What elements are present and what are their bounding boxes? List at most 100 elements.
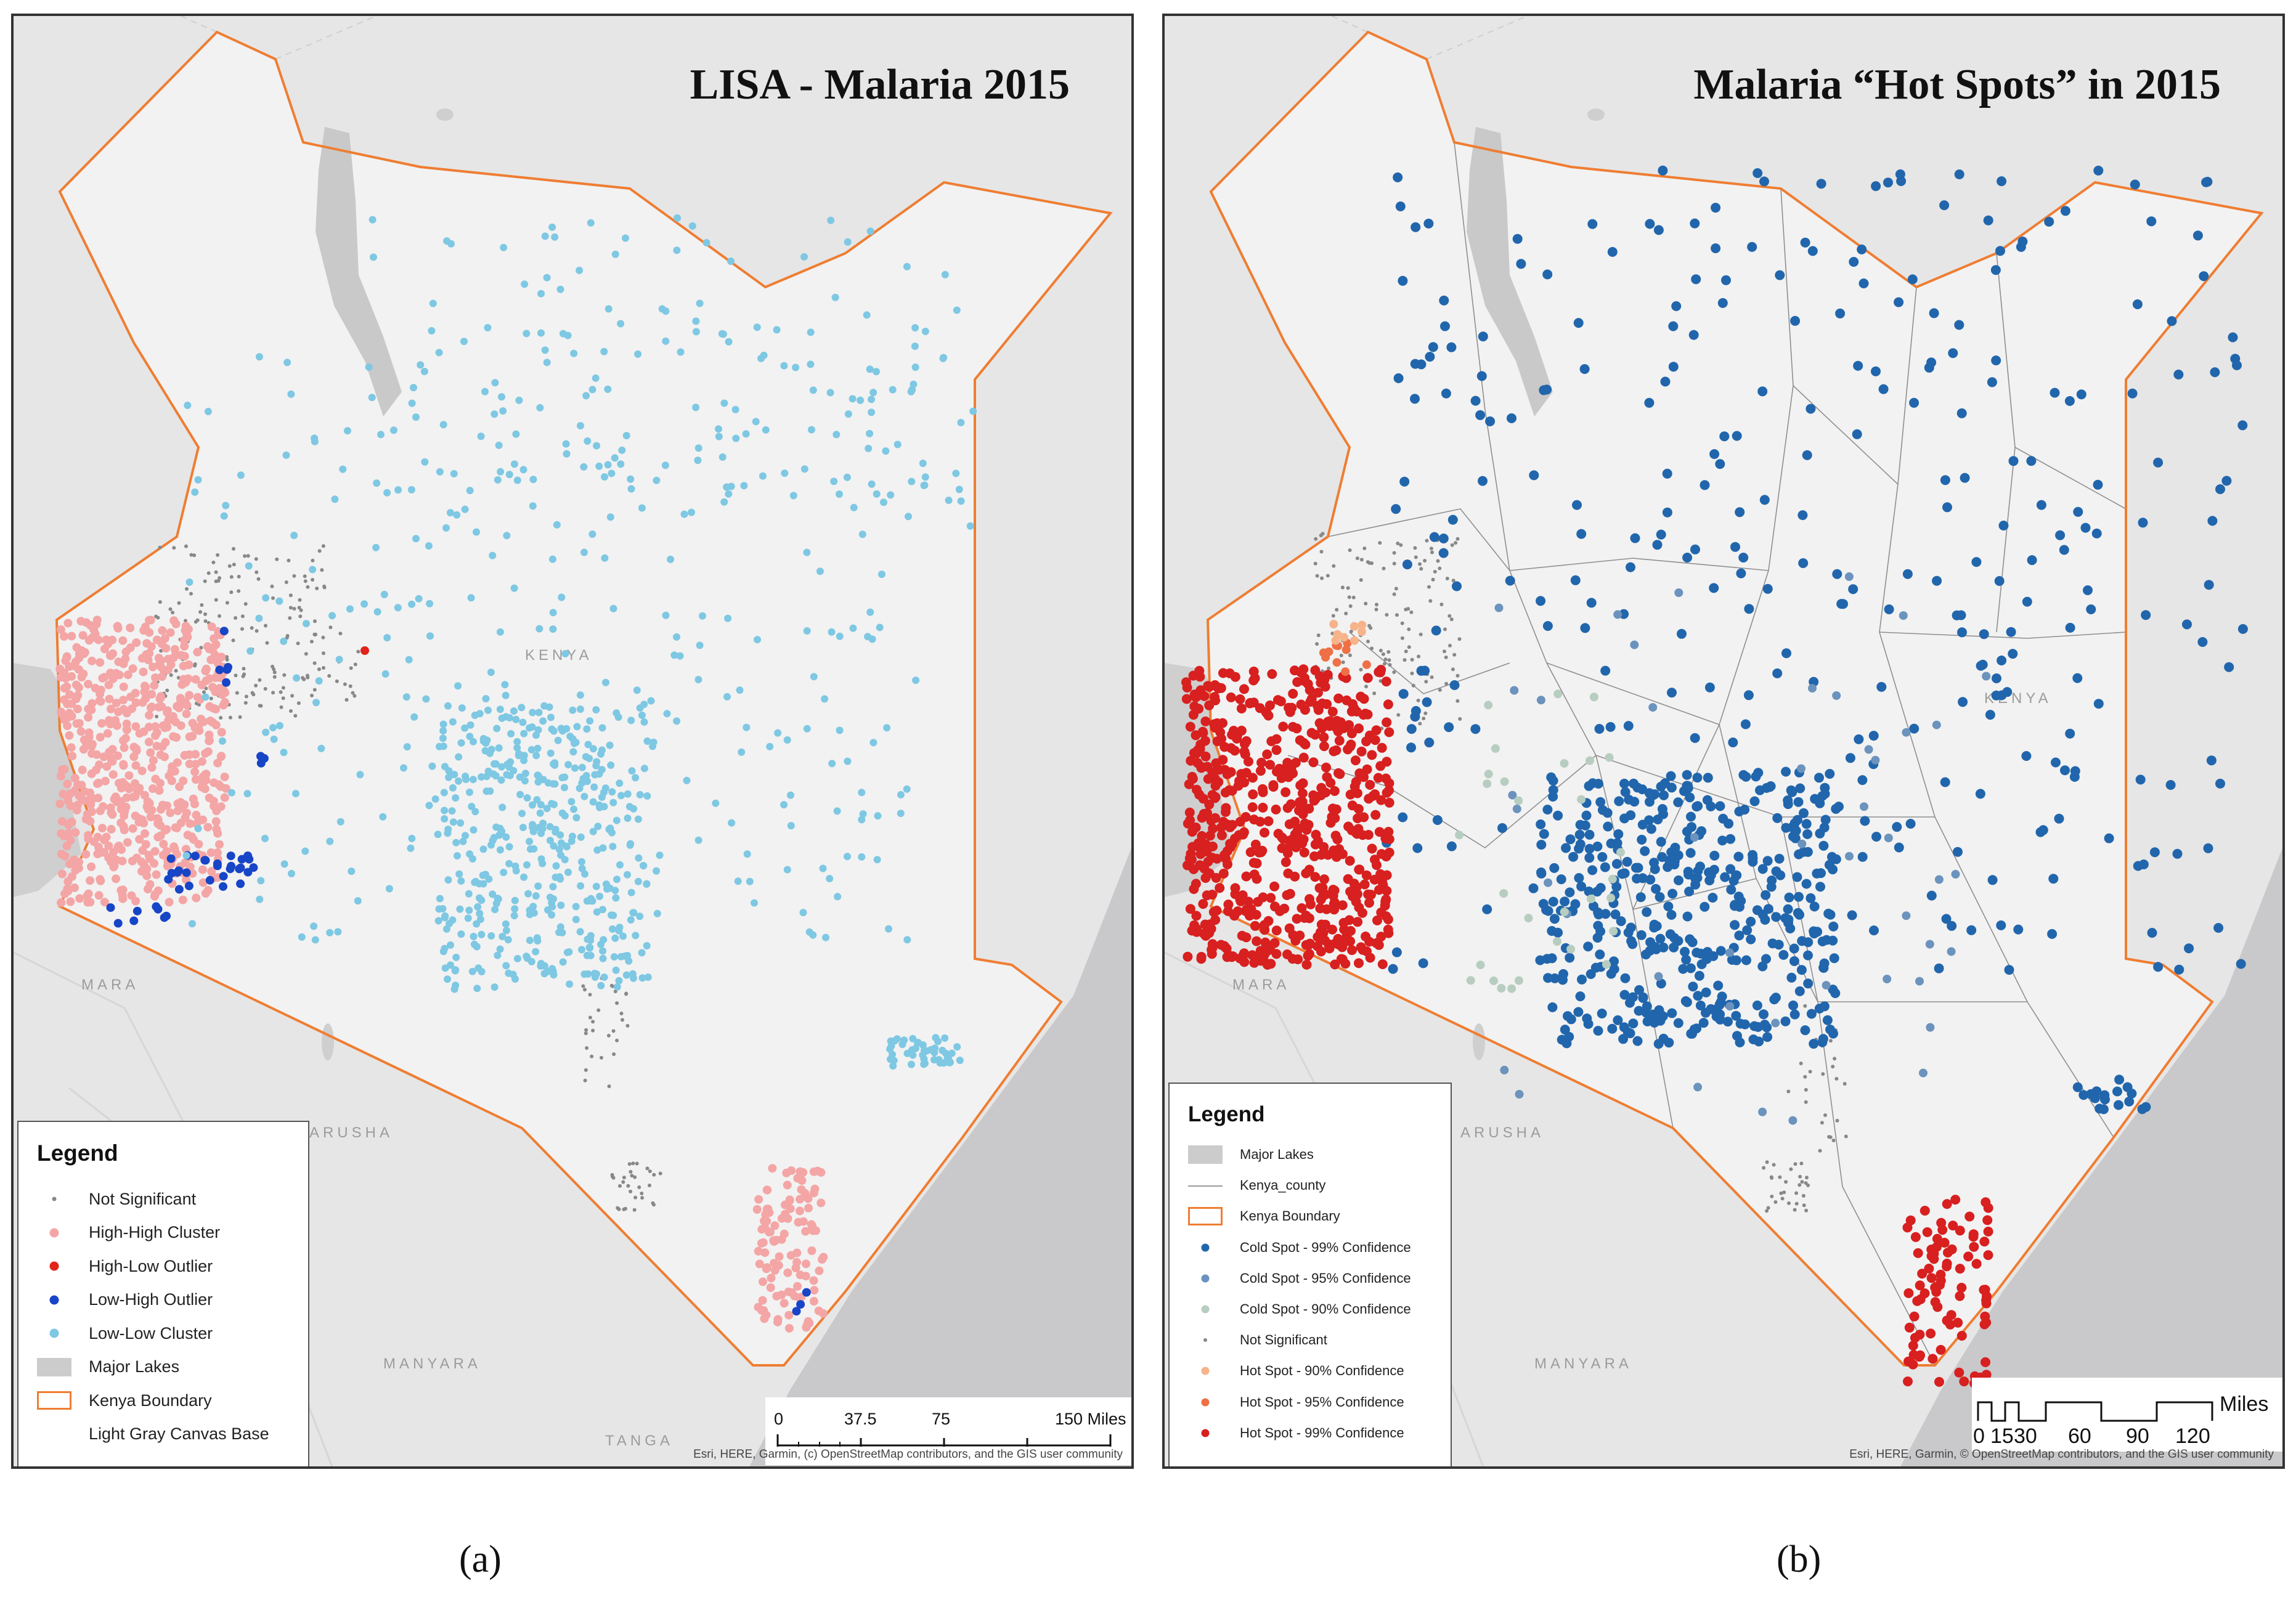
low-low-point (694, 457, 702, 465)
county-boundary (1546, 662, 1720, 725)
high-high-point (146, 703, 155, 712)
hot-99-point (1382, 787, 1392, 798)
low-low-point (948, 1049, 956, 1057)
not-significant-point (189, 591, 193, 596)
not-significant-point (1335, 607, 1339, 612)
hot-99-point (1198, 794, 1208, 804)
low-low-point (723, 483, 731, 491)
cold-99-point (1614, 796, 1624, 807)
high-high-point (773, 1317, 783, 1327)
cold-99-point (1645, 219, 1655, 229)
low-low-point (564, 761, 572, 769)
not-significant-point (292, 607, 296, 611)
high-high-point (140, 622, 150, 632)
low-low-point (510, 707, 518, 715)
low-low-point (280, 749, 288, 757)
not-significant-point (1806, 1183, 1810, 1187)
low-low-point (478, 930, 486, 938)
high-high-point (63, 877, 73, 886)
cold-99-point (1985, 710, 1995, 720)
hot-99-point (1280, 787, 1291, 797)
high-high-point (208, 683, 217, 692)
low-high-point (166, 854, 176, 863)
low-low-point (502, 962, 510, 970)
cold-99-point (1399, 476, 1410, 487)
cold-99-point (1683, 866, 1693, 877)
high-high-point (73, 800, 82, 810)
cold-99-point (1623, 927, 1634, 938)
not-significant-point (1828, 1039, 1833, 1043)
cold-99-point (2237, 624, 2248, 634)
cold-99-point (1690, 873, 1701, 884)
high-high-point (162, 847, 171, 856)
hot-99-point (1297, 903, 1307, 913)
hot-99-point (1263, 710, 1274, 721)
cold-99-point (1817, 937, 1828, 946)
cold-95-point (1932, 720, 1941, 729)
not-significant-point (1418, 721, 1422, 726)
low-high-point (226, 851, 235, 861)
low-low-point (505, 471, 513, 479)
hot-99-point (1268, 782, 1279, 792)
hot-99-point (1205, 919, 1215, 930)
high-high-point (762, 1205, 771, 1214)
low-low-point (204, 407, 212, 415)
low-low-point (496, 846, 504, 854)
high-high-point (93, 779, 102, 788)
cold-99-point (1834, 802, 1844, 812)
cold-99-point (1806, 1009, 1817, 1019)
cold-99-point (1536, 840, 1547, 850)
not-significant-point (343, 682, 347, 686)
low-low-point (565, 948, 573, 956)
low-low-point (694, 676, 702, 683)
not-significant-point (1410, 657, 1414, 662)
high-high-point (79, 745, 88, 754)
hot-99-point (1354, 723, 1364, 734)
low-low-point (441, 807, 449, 815)
cold-99-point (1566, 1014, 1576, 1025)
cold-99-point (1876, 681, 1887, 692)
low-low-point (524, 890, 532, 898)
not-significant-point (1362, 547, 1367, 550)
cold-95-point (1871, 755, 1880, 765)
not-significant-point (1419, 567, 1423, 571)
hot-99-point (1188, 670, 1199, 681)
not-significant-point (1455, 537, 1460, 541)
cold-99-point (1966, 925, 1977, 935)
cold-99-point (1786, 972, 1797, 983)
hot-99-point (1207, 945, 1217, 955)
low-low-point (476, 916, 484, 924)
low-low-point (428, 762, 436, 770)
cold-99-point (1550, 973, 1560, 983)
hot-99-point (1384, 797, 1394, 808)
low-low-point (499, 407, 507, 415)
high-high-point (147, 763, 157, 772)
low-low-point (561, 650, 569, 657)
cold-99-point (1783, 799, 1793, 810)
low-low-point (601, 473, 608, 481)
high-high-point (182, 709, 191, 718)
high-high-point (64, 819, 73, 829)
cold-99-point (1781, 648, 1791, 659)
hot-99-point (1335, 717, 1346, 728)
high-high-point (170, 845, 179, 853)
cold-95-point (1919, 1068, 1928, 1078)
low-low-point (625, 803, 633, 811)
low-low-point (421, 458, 429, 466)
low-high-point (174, 885, 184, 894)
low-low-point (310, 922, 318, 930)
low-low-point (787, 822, 795, 830)
hot-99-point (1248, 666, 1259, 677)
high-high-point (123, 838, 132, 847)
low-low-point (601, 554, 609, 562)
high-high-point (94, 891, 104, 900)
low-high-point (190, 851, 200, 861)
low-low-point (227, 789, 235, 797)
low-low-point (866, 608, 874, 616)
high-high-point (157, 662, 166, 672)
not-significant-point (301, 676, 305, 680)
hot-99-point (1185, 721, 1195, 732)
hot-99-point (1347, 945, 1357, 956)
low-low-point (466, 721, 474, 729)
low-low-point (496, 628, 504, 636)
